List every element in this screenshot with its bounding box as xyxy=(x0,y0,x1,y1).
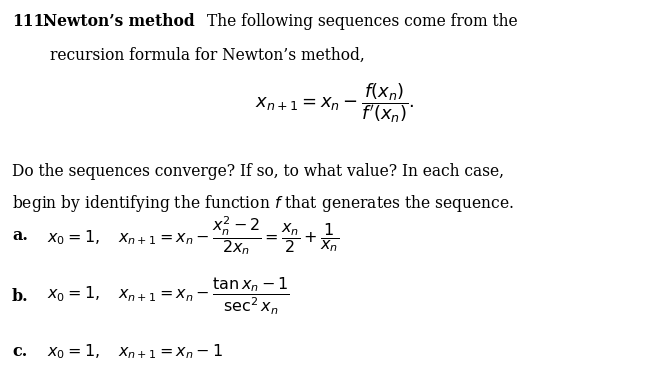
Text: Do the sequences converge? If so, to what value? In each case,: Do the sequences converge? If so, to wha… xyxy=(12,163,504,180)
Text: The following sequences come from the: The following sequences come from the xyxy=(207,13,518,30)
Text: begin by identifying the function $f$ that generates the sequence.: begin by identifying the function $f$ th… xyxy=(12,193,514,214)
Text: $x_0 = 1, \quad x_{n+1} = x_n - 1$: $x_0 = 1, \quad x_{n+1} = x_n - 1$ xyxy=(47,342,223,361)
Text: a.: a. xyxy=(12,227,28,244)
Text: $x_0 = 1, \quad x_{n+1} = x_n - \dfrac{x_n^2 - 2}{2x_n} = \dfrac{x_n}{2} + \dfra: $x_0 = 1, \quad x_{n+1} = x_n - \dfrac{x… xyxy=(47,214,339,257)
Text: recursion formula for Newton’s method,: recursion formula for Newton’s method, xyxy=(50,47,365,64)
Text: 111.: 111. xyxy=(12,13,50,30)
Text: b.: b. xyxy=(12,288,29,305)
Text: $x_0 = 1, \quad x_{n+1} = x_n - \dfrac{\tan x_n - 1}{\sec^2 x_n}$: $x_0 = 1, \quad x_{n+1} = x_n - \dfrac{\… xyxy=(47,276,290,318)
Text: c.: c. xyxy=(12,343,27,360)
Text: $x_{n+1} = x_n - \dfrac{f(x_n)}{f'(x_n)}.$: $x_{n+1} = x_n - \dfrac{f(x_n)}{f'(x_n)}… xyxy=(255,82,414,125)
Text: Newton’s method: Newton’s method xyxy=(43,13,195,30)
